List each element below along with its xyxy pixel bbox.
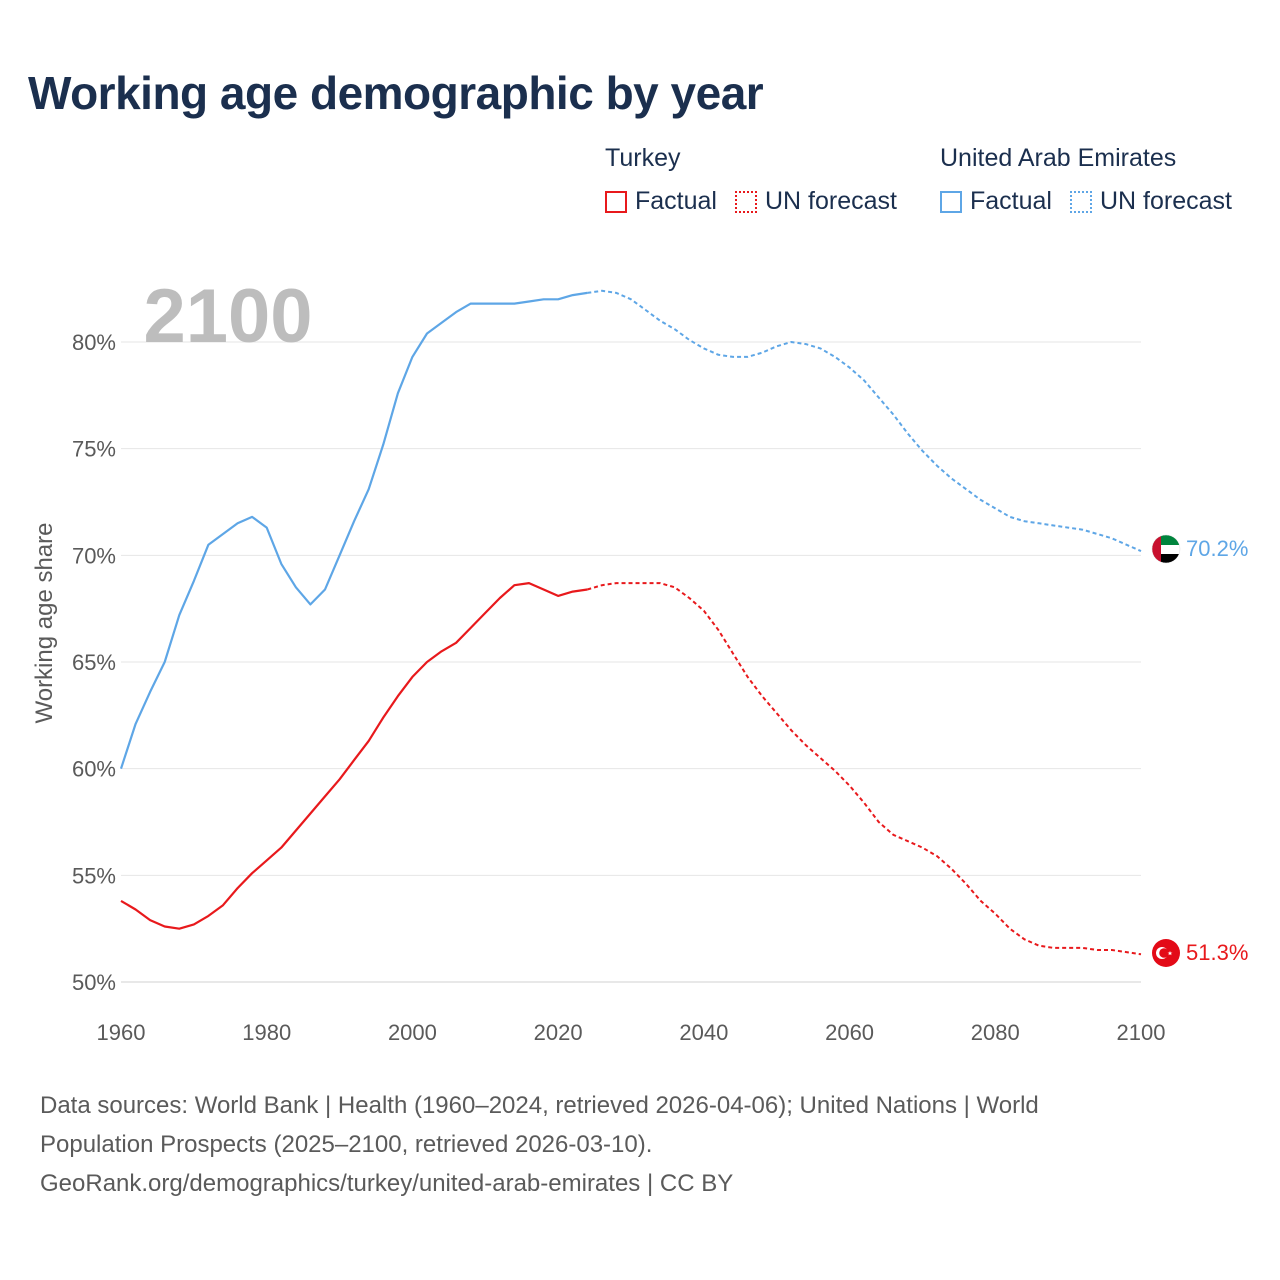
legend-group-turkey: Turkey Factual UN forecast (605, 144, 897, 216)
y-axis-label: Working age share (31, 523, 58, 724)
source-link[interactable]: GeoRank.org/demographics/turkey/united-a… (40, 1170, 734, 1197)
y-tick-label: 70% (72, 543, 116, 568)
legend-swatch-solid (605, 190, 627, 213)
legend-item-forecast[interactable]: UN forecast (1069, 187, 1232, 216)
legend-swatch-solid (940, 190, 962, 213)
x-tick-label: 2020 (534, 1020, 583, 1045)
x-tick-label: 2060 (825, 1020, 874, 1045)
y-tick-label: 80% (72, 330, 116, 355)
legend-item-forecast[interactable]: UN forecast (734, 187, 897, 216)
source-line-2: Population Prospects (2025–2100, retriev… (40, 1131, 653, 1158)
legend-label: UN forecast (764, 187, 897, 215)
y-axis: 50% 55% 60% 65% 70% 75% 80% (72, 330, 116, 995)
legend-label: Factual (970, 187, 1052, 215)
legend-group-uae: United Arab Emirates Factual UN forecast (940, 144, 1232, 216)
y-tick-label: 50% (72, 970, 116, 995)
uae-flag-icon (1151, 534, 1181, 564)
turkey-factual-line[interactable] (120, 582, 588, 930)
y-tick-label: 55% (72, 863, 116, 888)
united-arab-emirates-factual-line[interactable] (119, 291, 588, 770)
legend-label: UN forecast (1099, 187, 1232, 215)
legend-swatch-dotted (1069, 190, 1092, 213)
legend-label: Factual (635, 187, 717, 215)
chart-title: Working age demographic by year (28, 67, 764, 119)
united-arab-emirates-forecast-line[interactable] (587, 289, 1142, 553)
turkey-forecast-line[interactable] (587, 582, 1142, 956)
legend-swatch-dotted (734, 190, 757, 213)
y-tick-label: 65% (72, 650, 116, 675)
turkey-flag-icon (1152, 939, 1180, 967)
x-tick-label: 2000 (388, 1020, 437, 1045)
year-watermark: 2100 (143, 274, 312, 359)
uae-end-value-label: 70.2% (1186, 536, 1248, 561)
data-source-note: Data sources: World Bank | Health (1960–… (40, 1086, 1240, 1203)
legend-item-factual[interactable]: Factual (940, 187, 1052, 216)
legend-group-name: Turkey (605, 144, 681, 172)
grid-lines (121, 341, 1141, 983)
x-tick-label: 2040 (679, 1020, 728, 1045)
x-axis: 1960 1980 2000 2020 2040 2060 2080 2100 (97, 1020, 1166, 1045)
series-layer (119, 289, 1142, 956)
legend-item-factual[interactable]: Factual (605, 187, 717, 216)
y-tick-label: 60% (72, 757, 116, 782)
legend-group-name: United Arab Emirates (940, 144, 1177, 172)
x-tick-label: 1980 (242, 1020, 291, 1045)
x-tick-label: 2080 (971, 1020, 1020, 1045)
turkey-end-value-label: 51.3% (1186, 940, 1248, 965)
line-chart: 2100 50% 55% 60% 65% 70% 75% 80% 1960 1980 2000 2… (31, 274, 1248, 1045)
x-tick-label: 1960 (97, 1020, 146, 1045)
source-line-1: Data sources: World Bank | Health (1960–… (40, 1092, 1039, 1119)
y-tick-label: 75% (72, 437, 116, 462)
x-tick-label: 2100 (1117, 1020, 1166, 1045)
